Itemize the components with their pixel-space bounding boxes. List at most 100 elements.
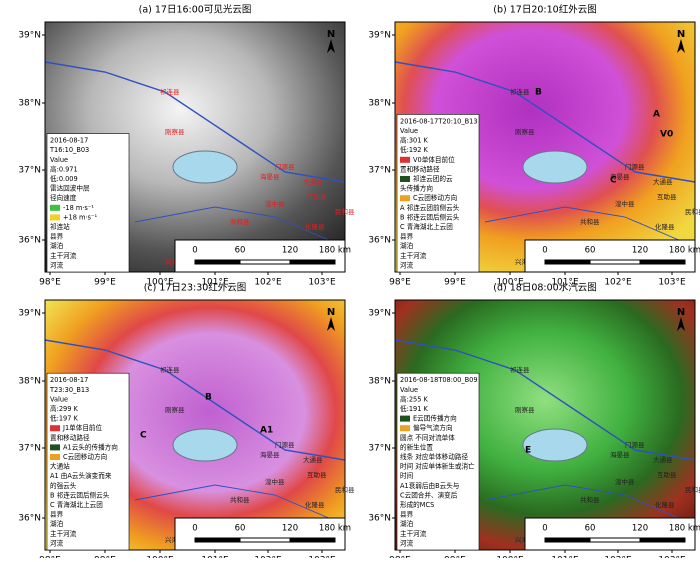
north-arrow-shape <box>677 39 685 53</box>
place-label: 互助县 <box>307 192 327 201</box>
legend-swatch <box>400 176 410 182</box>
legend-swatch <box>50 454 60 460</box>
legend-text: 县界 <box>50 233 64 241</box>
place-label: 民和县 <box>685 485 700 494</box>
place-label: 祁连县 <box>510 87 530 96</box>
place-label: 湟中县 <box>615 477 635 486</box>
lat-label: 39°N <box>18 309 41 319</box>
scale-segment <box>589 537 641 543</box>
north-arrow-shape <box>327 39 335 53</box>
north-arrow: N <box>677 307 685 318</box>
scale-segment <box>544 259 591 265</box>
legend-text: B 祁连云团后侧云头 <box>400 212 460 221</box>
scale-label: 120 <box>282 524 298 534</box>
scale-label: 60 <box>585 246 596 256</box>
legend-text: 县界 <box>400 511 414 519</box>
place-label: 门源县 <box>625 162 645 171</box>
legend-text: 圆点 不同对流单体 <box>400 433 455 442</box>
legend-text: +18 m·s⁻¹ <box>63 213 97 221</box>
legend-text: -18 m·s⁻¹ <box>63 204 94 212</box>
scale-label: 0 <box>542 246 547 256</box>
legend-text: Value <box>50 395 68 403</box>
scale-label: 180 km <box>669 524 700 534</box>
legend-text: 低:0.009 <box>50 174 78 183</box>
map-letter: C <box>140 431 147 441</box>
scale-segment <box>639 537 686 543</box>
place-label: 民和县 <box>335 207 355 216</box>
place-label: 互助县 <box>307 470 327 479</box>
place-label: 刚察县 <box>165 127 185 136</box>
legend-text: 雷达回波中层 <box>50 184 90 193</box>
legend-text: 时间 <box>400 471 414 480</box>
scale-box <box>174 517 346 551</box>
scale-label: 0 <box>192 524 197 534</box>
legend-text: 置和移动路径 <box>400 164 440 173</box>
legend-text: 的新生位置 <box>400 442 433 451</box>
legend-text: C 青海湖北上云团 <box>50 500 103 509</box>
legend-text: A 祁连云团前侧云头 <box>400 203 460 212</box>
legend-text: 2016-08-17 <box>50 137 88 145</box>
north-arrow-shape <box>677 317 685 331</box>
legend-text: C云团移动方向 <box>63 452 107 461</box>
legend-box <box>46 133 130 273</box>
legend-swatch <box>50 425 60 432</box>
place-label: 海晏县 <box>610 172 630 181</box>
river <box>134 484 346 526</box>
river <box>484 206 696 248</box>
legend-swatch <box>50 204 60 211</box>
legend-text: 主干河流 <box>400 251 427 260</box>
place-label: 民和县 <box>685 207 700 216</box>
lon-label: 101°E <box>551 278 579 288</box>
legend-text: V0单体目前位 <box>413 155 455 164</box>
legend-text: 主干河流 <box>400 529 427 538</box>
legend-swatch <box>50 214 60 221</box>
map-letter: B <box>535 88 542 98</box>
scale-segment <box>194 259 241 265</box>
legend-text: 2016-08-17T20:10_B13 <box>400 117 478 125</box>
river <box>484 484 696 526</box>
map-letter: V0 <box>660 130 673 140</box>
north-arrow: N <box>327 307 335 318</box>
place-label: 共和县 <box>230 495 250 504</box>
place-label: 海晏县 <box>260 172 280 181</box>
place-label: 互助县 <box>657 192 677 201</box>
map-letter: B <box>205 393 212 403</box>
place-label: 大通县 <box>653 177 673 186</box>
scale-segment <box>239 537 291 543</box>
legend-text: A1衰弱后由B云头与 <box>400 481 459 490</box>
scale-box <box>174 239 346 273</box>
legend-text: E云团传播方向 <box>413 414 457 423</box>
place-label: 化隆县 <box>655 500 675 509</box>
lat-label: 38°N <box>368 377 391 387</box>
place-label: 门源县 <box>625 440 645 449</box>
lat-label: 39°N <box>368 309 391 319</box>
main-river <box>44 61 346 183</box>
scale-segment <box>289 537 336 543</box>
main-river <box>394 339 696 461</box>
scale-label: 0 <box>192 246 197 256</box>
lon-label: 102°E <box>604 278 632 288</box>
place-label: 大通县 <box>303 177 323 186</box>
legend-text: 线条 对应单体移动路径 <box>400 452 468 461</box>
legend-text: 河流 <box>400 538 414 547</box>
legend-box <box>396 372 480 551</box>
map-letter: A1 <box>260 426 273 436</box>
place-label: 湟中县 <box>615 199 635 208</box>
scale-label: 60 <box>235 246 246 256</box>
place-label: 大通县 <box>653 455 673 464</box>
lon-label: 98°E <box>389 278 411 288</box>
legend-text: 高:299 K <box>50 404 78 413</box>
legend-text: T23:30_B13 <box>49 386 89 394</box>
north-arrow: N <box>327 29 335 40</box>
legend-text: 湖泊 <box>50 519 63 528</box>
legend-text: 河流 <box>50 260 64 269</box>
legend-swatch <box>400 156 410 163</box>
scale-label: 180 km <box>319 524 351 534</box>
legend-text: 时间 对应单体新生或消亡 <box>400 462 475 471</box>
lat-label: 39°N <box>368 31 391 41</box>
lon-label: 98°E <box>39 278 61 288</box>
panel-title: (a) 17日16:00可见光云图 <box>139 4 252 16</box>
lake <box>522 428 588 462</box>
lon-label: 99°E <box>444 278 466 288</box>
lake <box>172 428 238 462</box>
